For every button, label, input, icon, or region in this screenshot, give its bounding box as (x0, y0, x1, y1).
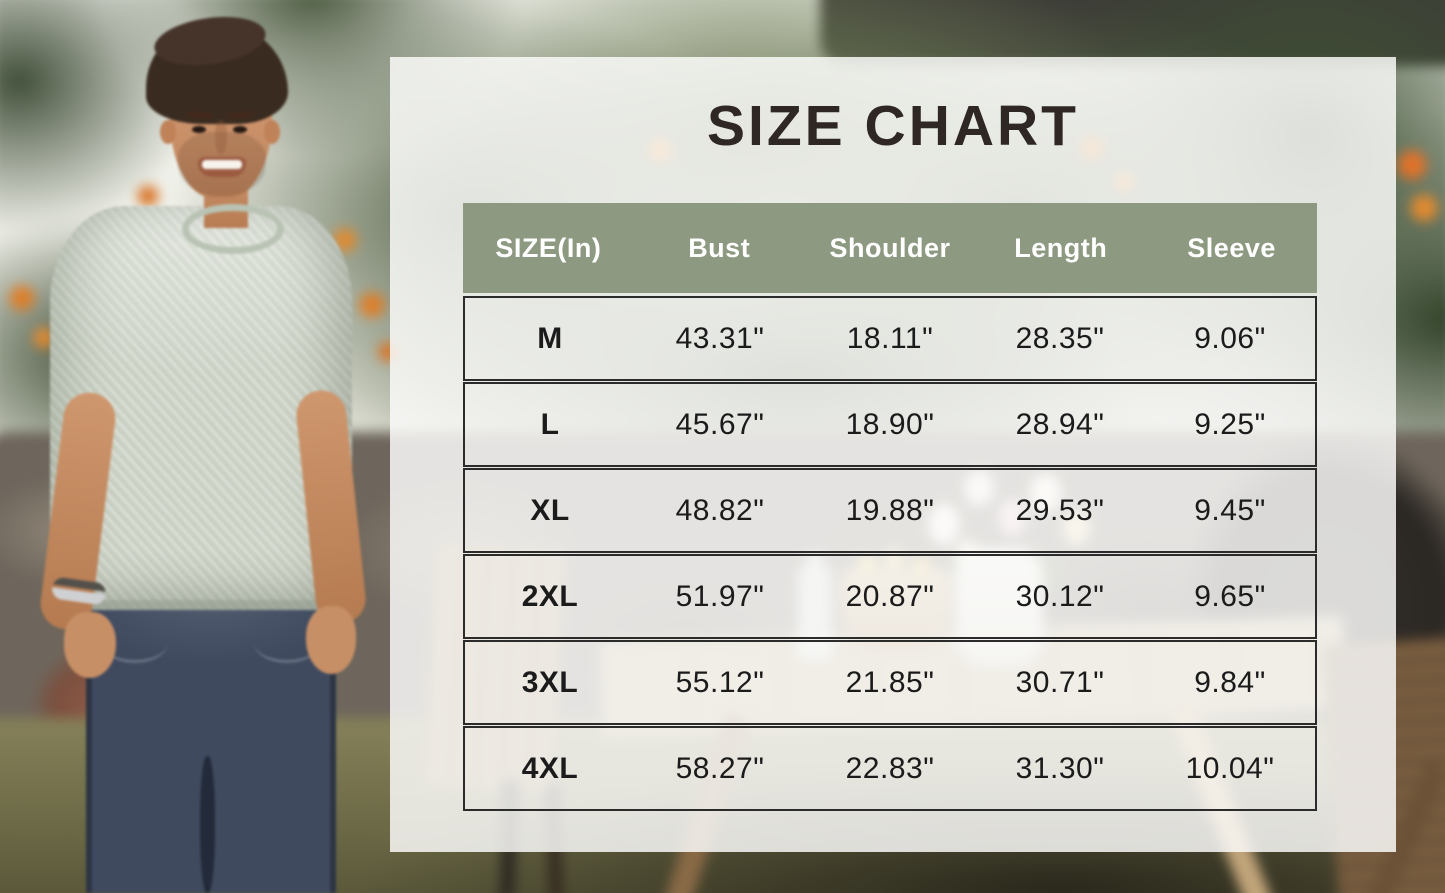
shoulder-cell: 18.11" (846, 321, 934, 355)
table-row: 4XL 58.27" 22.83" 31.30" 10.04" (463, 726, 1317, 811)
bust-cell: 51.97" (675, 579, 765, 613)
bust-cell: 43.31" (675, 321, 765, 355)
size-chart-panel: SIZE CHART SIZE(In) Bust Shoulder Length… (390, 57, 1396, 852)
table-row: L 45.67" 18.90" 28.94" 9.25" (463, 382, 1317, 467)
size-chart-table: SIZE(In) Bust Shoulder Length Sleeve M 4… (463, 203, 1317, 812)
model-right-hand (306, 606, 356, 674)
model-eye (192, 126, 206, 133)
length-cell: 28.94" (1015, 407, 1105, 441)
size-cell: 2XL (521, 579, 579, 613)
jeans-inseam-shadow (200, 756, 215, 893)
column-header-sleeve: Sleeve (1187, 232, 1276, 263)
table-row: M 43.31" 18.11" 28.35" 9.06" (463, 296, 1317, 381)
shoulder-cell: 20.87" (845, 579, 935, 613)
length-cell: 30.71" (1015, 665, 1105, 699)
table-row: 3XL 55.12" 21.85" 30.71" 9.84" (463, 640, 1317, 725)
sleeve-cell: 9.65" (1194, 579, 1266, 613)
sleeve-cell: 9.84" (1194, 665, 1266, 699)
table-row: XL 48.82" 19.88" 29.53" 9.45" (463, 468, 1317, 553)
size-cell: M (537, 321, 563, 355)
tshirt-collar (182, 204, 284, 254)
sleeve-cell: 9.06" (1194, 321, 1266, 355)
model-smile (198, 157, 246, 177)
shoulder-cell: 18.90" (845, 407, 935, 441)
model-eye (233, 126, 247, 133)
model-hair (146, 24, 288, 124)
model-nose (215, 120, 227, 154)
length-cell: 30.12" (1015, 579, 1105, 613)
shoulder-cell: 22.83" (845, 751, 935, 785)
model-jeans (86, 594, 336, 893)
size-cell: 3XL (521, 665, 579, 699)
table-header-row: SIZE(In) Bust Shoulder Length Sleeve (463, 203, 1317, 293)
size-cell: XL (530, 493, 570, 527)
model-ear (264, 120, 280, 144)
column-header-size: SIZE(In) (495, 232, 602, 263)
shoulder-cell: 21.85" (845, 665, 935, 699)
table-row: 2XL 51.97" 20.87" 30.12" 9.65" (463, 554, 1317, 639)
length-cell: 31.30" (1015, 751, 1105, 785)
size-cell: L (540, 407, 560, 441)
bust-cell: 58.27" (675, 751, 765, 785)
bust-cell: 48.82" (675, 493, 765, 527)
bust-cell: 45.67" (675, 407, 765, 441)
size-chart-title: SIZE CHART (707, 94, 1079, 158)
sleeve-cell: 9.25" (1194, 407, 1266, 441)
table-body: M 43.31" 18.11" 28.35" 9.06" L 45.67" 18… (463, 296, 1317, 811)
model-ear (160, 120, 176, 144)
bust-cell: 55.12" (675, 665, 765, 699)
model-left-hand (64, 612, 116, 678)
sleeve-cell: 10.04" (1185, 751, 1275, 785)
length-cell: 28.35" (1015, 321, 1105, 355)
column-header-bust: Bust (688, 232, 751, 263)
size-cell: 4XL (521, 751, 579, 785)
sleeve-cell: 9.45" (1194, 493, 1266, 527)
shoulder-cell: 19.88" (845, 493, 935, 527)
column-header-length: Length (1014, 232, 1108, 263)
length-cell: 29.53" (1015, 493, 1105, 527)
column-header-shoulder: Shoulder (829, 232, 951, 263)
